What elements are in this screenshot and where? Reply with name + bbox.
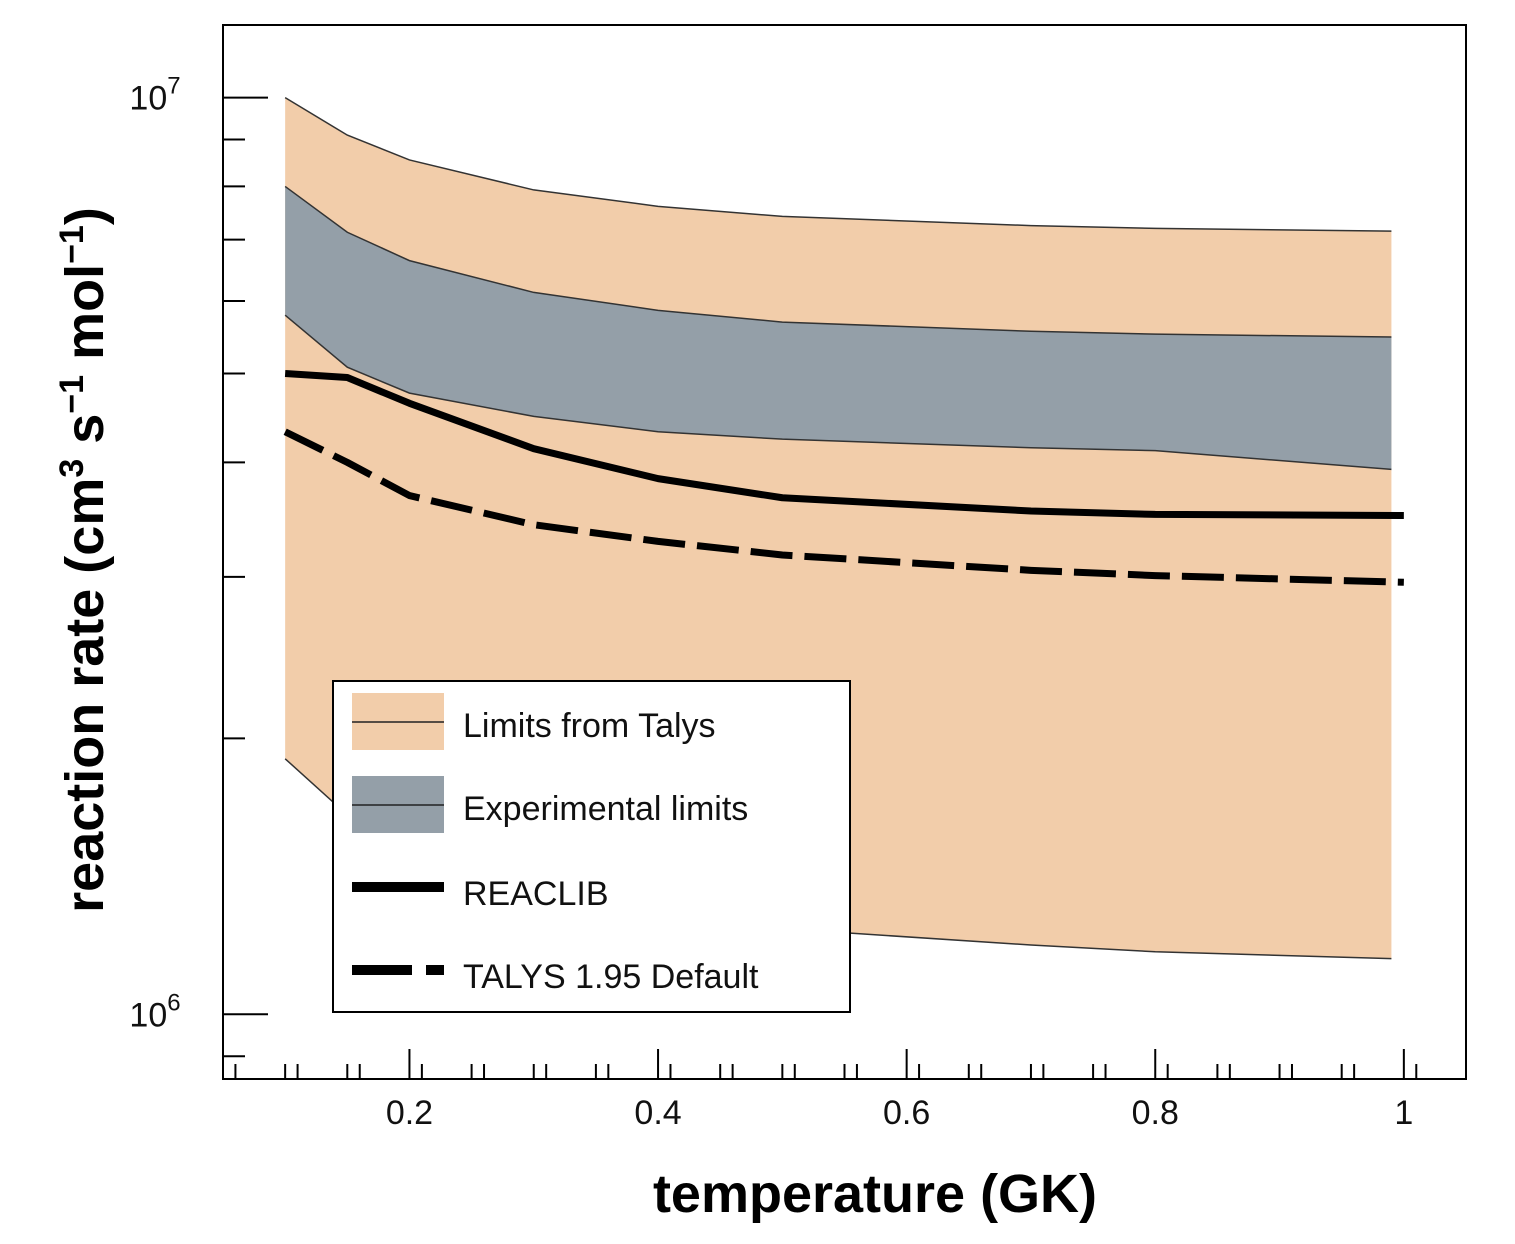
legend-label-reaclib: REACLIB bbox=[463, 875, 609, 913]
line-reaclib bbox=[284, 370, 1404, 520]
legend: Limits from Talys Experimental limits RE… bbox=[332, 680, 851, 1013]
y-tick-label: 107 bbox=[129, 73, 180, 118]
legend-item-talys-default: TALYS 1.95 Default bbox=[352, 958, 759, 996]
legend-label-talys-limits: Limits from Talys bbox=[463, 707, 716, 745]
legend-item-experimental-limits: Experimental limits bbox=[352, 776, 748, 833]
legend-label-talys-default: TALYS 1.95 Default bbox=[463, 958, 759, 996]
band-lower-edge bbox=[284, 314, 1392, 471]
band-upper-edge bbox=[284, 185, 1392, 338]
band-upper-edge bbox=[284, 96, 1392, 232]
lines-layer bbox=[283, 370, 1404, 586]
y-axis-title: reaction rate (cm3 s−1 mol−1) bbox=[53, 207, 115, 913]
y-tick-label: 106 bbox=[129, 989, 180, 1034]
x-tick-label: 0.4 bbox=[634, 1094, 681, 1132]
x-tick-label: 0.6 bbox=[883, 1094, 930, 1132]
y-axis-ticks: 106 107 bbox=[129, 73, 268, 1058]
x-tick-label: 1 bbox=[1394, 1094, 1413, 1132]
legend-item-reaclib: REACLIB bbox=[352, 875, 609, 913]
line-talys-1-95-default bbox=[283, 428, 1404, 586]
x-tick-label: 0.8 bbox=[1132, 1094, 1179, 1132]
x-tick-label: 0.2 bbox=[386, 1094, 433, 1132]
legend-label-experimental-limits: Experimental limits bbox=[463, 790, 748, 828]
x-axis-ticks: 0.2 0.4 0.6 0.8 1 bbox=[222, 1049, 1418, 1132]
band-experimental-limits bbox=[285, 186, 1392, 470]
x-axis-title: temperature (GK) bbox=[653, 1164, 1097, 1224]
legend-item-talys-limits: Limits from Talys bbox=[352, 693, 716, 750]
